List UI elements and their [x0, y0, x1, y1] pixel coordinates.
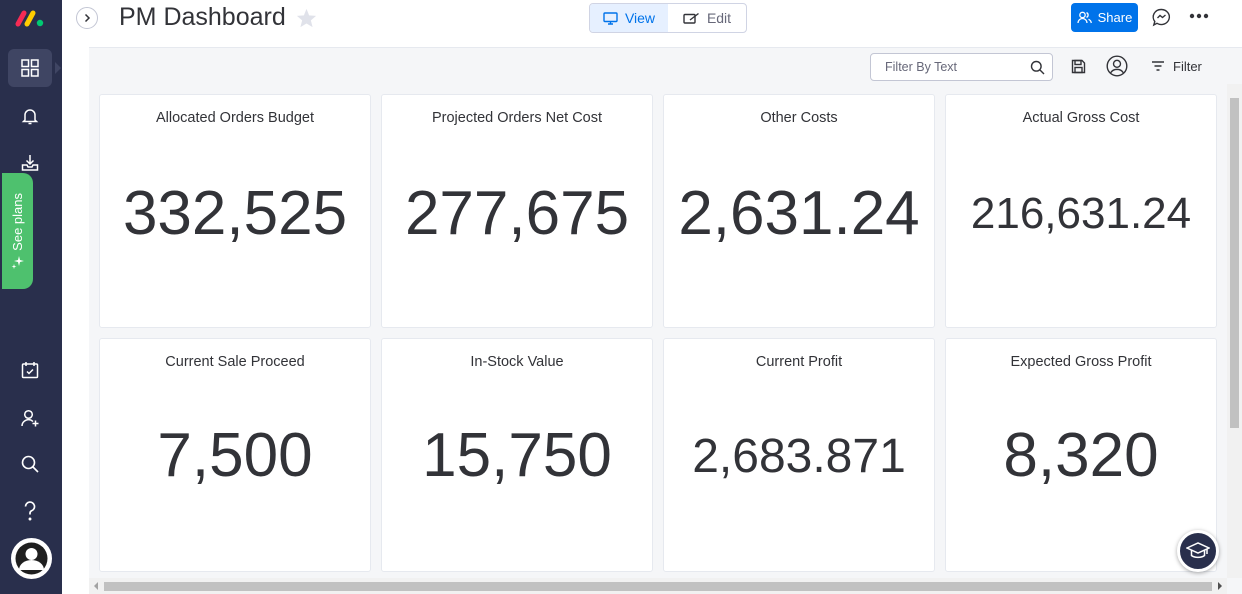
avatar[interactable]	[11, 538, 52, 579]
rail-my-work-button[interactable]	[8, 351, 52, 389]
scroll-left-arrow-icon[interactable]	[93, 582, 99, 590]
horizontal-scroll-thumb[interactable]	[104, 582, 1212, 591]
add-user-icon	[21, 409, 39, 427]
edit-mode-button[interactable]: Edit	[668, 4, 746, 32]
rail-invite-button[interactable]	[8, 399, 52, 437]
filter-lines-icon	[1152, 61, 1164, 71]
widget-value: 332,525	[122, 179, 348, 248]
filter-text-input[interactable]	[885, 60, 1025, 74]
widget-value: 2,683.871	[692, 430, 906, 483]
widget-value: 2,631.24	[678, 179, 920, 248]
widget-title: Current Sale Proceed	[165, 354, 305, 370]
number-widget-projected-orders-net-cost[interactable]: Projected Orders Net Cost 277,675	[381, 94, 653, 328]
rail-notifications-button[interactable]	[8, 97, 52, 135]
more-options-button[interactable]	[1187, 8, 1211, 24]
users-icon	[1076, 11, 1092, 24]
help-icon	[24, 501, 36, 521]
widget-value: 277,675	[404, 179, 630, 248]
number-widget-expected-gross-profit[interactable]: Expected Gross Profit 8,320	[945, 338, 1217, 572]
filter-by-text-field[interactable]	[870, 53, 1053, 81]
widget-title: Allocated Orders Budget	[156, 110, 314, 126]
filter-button[interactable]: Filter	[1151, 54, 1202, 78]
number-widget-other-costs[interactable]: Other Costs 2,631.24	[663, 94, 935, 328]
search-icon	[21, 455, 39, 473]
graduation-cap-icon	[1186, 542, 1210, 559]
user-avatar-icon	[13, 540, 50, 577]
widget-title: In-Stock Value	[470, 354, 564, 370]
filter-label: Filter	[1173, 58, 1202, 74]
person-filter-button[interactable]	[1105, 54, 1129, 78]
view-mode-label: View	[624, 10, 656, 26]
save-icon	[1071, 59, 1085, 73]
edit-mode-label: Edit	[706, 10, 732, 26]
widget-title: Actual Gross Cost	[1022, 110, 1140, 126]
bell-icon	[21, 109, 39, 125]
sparkle-icon	[11, 256, 24, 270]
dashboard-grid-icon	[21, 59, 39, 77]
inbox-download-icon	[21, 155, 39, 171]
number-widget-actual-gross-cost[interactable]: Actual Gross Cost 216,631.24	[945, 94, 1217, 328]
widget-value: 8,320	[1003, 421, 1159, 490]
number-widget-in-stock-value[interactable]: In-Stock Value 15,750	[381, 338, 653, 572]
calendar-check-icon	[21, 362, 39, 379]
view-edit-toggle: View Edit	[589, 3, 747, 33]
horizontal-scrollbar[interactable]	[89, 578, 1227, 594]
monitor-icon	[603, 11, 618, 25]
more-dots-icon	[1189, 13, 1209, 19]
vertical-scrollbar[interactable]	[1227, 84, 1242, 578]
scroll-right-arrow-icon[interactable]	[1217, 582, 1223, 590]
widget-title: Projected Orders Net Cost	[431, 110, 603, 126]
chevron-right-icon	[84, 13, 91, 23]
save-view-button[interactable]	[1068, 56, 1088, 76]
view-mode-button[interactable]: View	[590, 4, 668, 32]
number-widget-current-sale-proceed[interactable]: Current Sale Proceed 7,500	[99, 338, 371, 572]
widget-title: Current Profit	[755, 354, 843, 370]
updates-button[interactable]	[1150, 6, 1172, 28]
widget-title: Expected Gross Profit	[1010, 354, 1152, 370]
search-icon	[1030, 60, 1045, 75]
page-title: PM Dashboard	[119, 3, 286, 31]
vertical-scroll-thumb[interactable]	[1230, 98, 1239, 428]
widget-value: 7,500	[157, 421, 313, 490]
widget-value: 216,631.24	[970, 189, 1192, 238]
person-circle-icon	[1106, 55, 1128, 77]
number-widget-allocated-orders-budget[interactable]: Allocated Orders Budget 332,525	[99, 94, 371, 328]
rail-help-button[interactable]	[8, 492, 52, 530]
expand-sidebar-button[interactable]	[76, 7, 98, 29]
rail-search-button[interactable]	[8, 445, 52, 483]
left-rail: See plans	[0, 0, 62, 594]
share-label: Share	[1097, 10, 1133, 25]
widget-title: Other Costs	[760, 110, 838, 126]
chat-bubble-icon	[1152, 8, 1170, 26]
learn-center-button[interactable]	[1177, 530, 1219, 572]
see-plans-button[interactable]: See plans	[2, 173, 33, 289]
monday-logo[interactable]	[14, 5, 48, 29]
edit-pencil-icon	[683, 12, 699, 24]
rail-dashboard-button[interactable]	[8, 49, 61, 87]
see-plans-label: See plans	[10, 192, 25, 251]
number-widget-current-profit[interactable]: Current Profit 2,683.871	[663, 338, 935, 572]
rail-inbox-button[interactable]	[8, 144, 52, 182]
widget-value: 15,750	[422, 421, 612, 490]
share-button[interactable]: Share	[1071, 3, 1138, 32]
favorite-star-icon[interactable]	[296, 8, 317, 28]
